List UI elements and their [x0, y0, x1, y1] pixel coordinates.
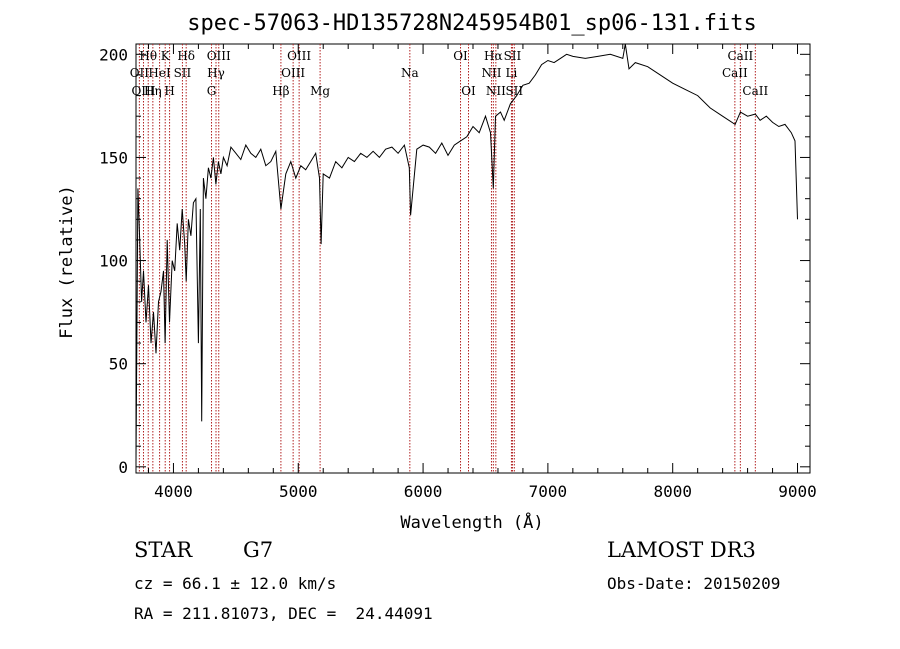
line-label-10: Hγ: [207, 66, 225, 80]
x-tick-label-4: 8000: [653, 482, 692, 501]
line-label-17: OI: [453, 49, 468, 63]
y-tick-label-1: 50: [109, 355, 128, 374]
x-tick-label-5: 9000: [778, 482, 817, 501]
line-label-6: Hδ: [177, 49, 195, 63]
line-label-25: CaII: [727, 49, 753, 63]
line-label-14: OIII: [281, 66, 305, 80]
line-label-9: OIII: [207, 49, 231, 63]
x-tick-label-0: 4000: [154, 482, 193, 501]
x-axis-label: Wavelength (Å): [400, 511, 543, 533]
line-label-26: CaII: [722, 66, 748, 80]
line-label-8: H: [164, 84, 174, 98]
line-label-21: NII: [486, 84, 506, 98]
line-label-1: OII: [130, 66, 150, 80]
y-axis-label: Flux (relative): [57, 185, 77, 339]
x-tick-label-2: 6000: [404, 482, 443, 501]
x-axis-ticks: 4000 5000 6000 7000 8000 9000: [147, 44, 817, 501]
chart-title: spec-57063-HD135728N245954B01_sp06-131.f…: [187, 11, 757, 36]
line-label-27: CaII: [742, 84, 768, 98]
spectral-line-markers: [138, 44, 756, 473]
x-tick-label-1: 5000: [279, 482, 318, 501]
line-label-5: Hη: [144, 84, 162, 98]
line-label-11: G: [207, 84, 217, 98]
survey-name: LAMOST DR3: [607, 538, 756, 562]
y-tick-label-2: 100: [99, 252, 128, 271]
x-tick-label-3: 7000: [529, 482, 568, 501]
line-label-18: OI: [461, 84, 476, 98]
line-label-20: NII: [481, 66, 501, 80]
plot-frame: [135, 43, 811, 474]
line-label-23: Li: [506, 66, 518, 80]
line-label-15: Mg: [310, 84, 330, 98]
redshift-velocity: cz = 66.1 ± 12.0 km/s: [134, 574, 337, 593]
coordinates: RA = 211.81073, DEC = 24.44091: [134, 604, 433, 623]
y-axis-ticks: 0 50 100 150 200: [99, 45, 810, 477]
line-label-7: SII: [174, 66, 192, 80]
line-label-2: OIII: [131, 84, 155, 98]
object-subclass: G7: [243, 538, 274, 562]
y-tick-label-4: 200: [99, 45, 128, 64]
line-label-22: SII: [504, 49, 522, 63]
line-label-3: K: [161, 49, 171, 63]
y-tick-label-3: 150: [99, 148, 128, 167]
object-class: STAR: [134, 538, 193, 562]
line-label-24: SII: [505, 84, 523, 98]
spectrum-series-line: [135, 43, 798, 463]
y-tick-label-0: 0: [118, 458, 128, 477]
line-label-16: Na: [401, 66, 419, 80]
line-label-12: Hβ: [272, 84, 289, 98]
observation-date: Obs-Date: 20150209: [607, 574, 781, 593]
line-label-4: HeI: [148, 66, 171, 80]
line-label-19: Hα: [484, 49, 503, 63]
line-label-0: Hθ: [139, 49, 157, 63]
line-label-13: OIII: [287, 49, 311, 63]
